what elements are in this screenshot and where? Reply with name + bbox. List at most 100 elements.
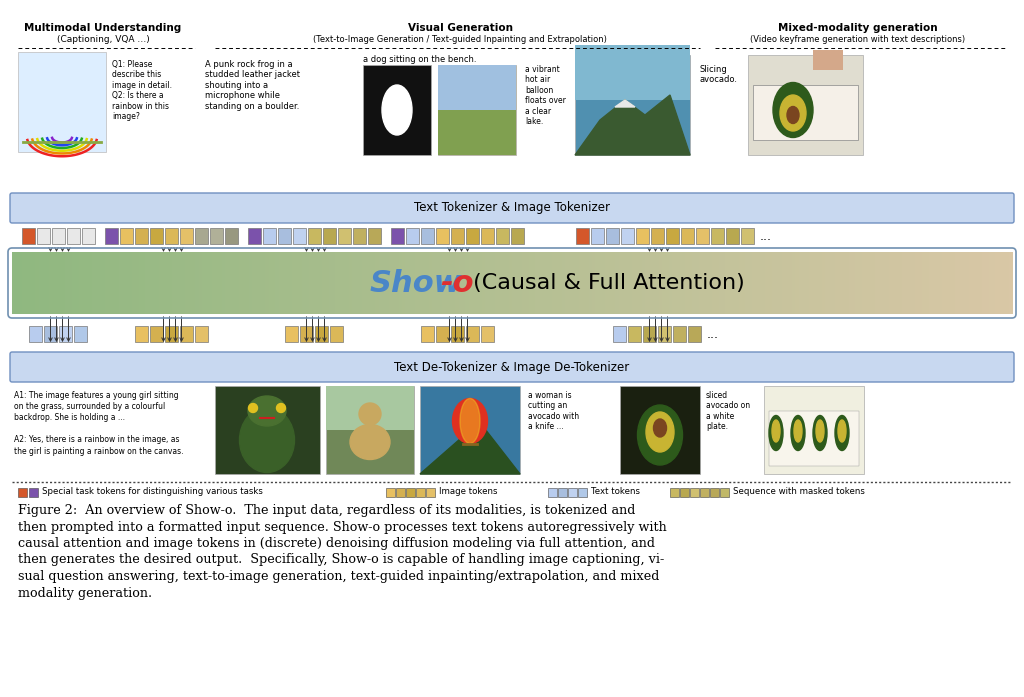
Bar: [366, 252, 370, 314]
Bar: [680, 488, 689, 497]
Bar: [272, 252, 275, 314]
Bar: [459, 252, 463, 314]
Bar: [670, 488, 679, 497]
Bar: [628, 326, 641, 342]
Bar: [496, 228, 509, 244]
Ellipse shape: [382, 85, 412, 135]
Bar: [49, 252, 52, 314]
Bar: [165, 228, 178, 244]
Bar: [710, 488, 719, 497]
Text: then prompted into a formatted input sequence. Show-o processes text tokens auto: then prompted into a formatted input seq…: [18, 521, 667, 533]
Bar: [575, 55, 690, 155]
Bar: [426, 488, 435, 497]
Bar: [1006, 252, 1010, 314]
Bar: [586, 252, 589, 314]
Bar: [22, 252, 26, 314]
Bar: [481, 228, 494, 244]
Bar: [995, 252, 999, 314]
Bar: [67, 228, 80, 244]
Bar: [308, 228, 321, 244]
Bar: [52, 252, 56, 314]
Bar: [688, 326, 701, 342]
Bar: [409, 252, 413, 314]
Bar: [466, 228, 479, 244]
Bar: [148, 252, 153, 314]
Bar: [765, 252, 769, 314]
Bar: [172, 252, 176, 314]
Bar: [268, 252, 272, 314]
Bar: [120, 228, 133, 244]
Bar: [300, 326, 313, 342]
Bar: [872, 252, 876, 314]
Bar: [102, 252, 105, 314]
Bar: [372, 252, 376, 314]
Text: sual question answering, text-to-image generation, text-guided inpainting/extrap: sual question answering, text-to-image g…: [18, 570, 659, 583]
Bar: [505, 252, 509, 314]
Bar: [818, 252, 822, 314]
Bar: [449, 252, 453, 314]
Bar: [421, 326, 434, 342]
Bar: [945, 252, 949, 314]
Bar: [764, 386, 864, 474]
Bar: [420, 386, 520, 474]
Bar: [478, 252, 482, 314]
Bar: [368, 228, 381, 244]
Bar: [180, 228, 193, 244]
Bar: [209, 252, 213, 314]
Bar: [1002, 252, 1006, 314]
Bar: [416, 488, 425, 497]
Bar: [492, 252, 496, 314]
Bar: [308, 252, 312, 314]
Bar: [509, 252, 512, 314]
Ellipse shape: [835, 415, 849, 450]
Bar: [429, 252, 432, 314]
Bar: [549, 252, 553, 314]
Bar: [125, 252, 129, 314]
Bar: [886, 252, 889, 314]
Bar: [809, 252, 812, 314]
Bar: [282, 252, 286, 314]
Bar: [709, 252, 713, 314]
Bar: [673, 326, 686, 342]
Bar: [700, 488, 709, 497]
Bar: [608, 252, 612, 314]
Bar: [716, 252, 719, 314]
Bar: [156, 252, 159, 314]
Bar: [645, 252, 649, 314]
Bar: [315, 252, 319, 314]
Bar: [225, 252, 229, 314]
Bar: [29, 488, 38, 497]
Bar: [849, 252, 853, 314]
Bar: [62, 252, 66, 314]
Bar: [362, 252, 366, 314]
Bar: [342, 252, 346, 314]
Bar: [722, 252, 726, 314]
Bar: [219, 252, 222, 314]
Bar: [150, 228, 163, 244]
Ellipse shape: [249, 404, 257, 413]
Bar: [421, 228, 434, 244]
Bar: [196, 252, 199, 314]
Bar: [29, 252, 33, 314]
Bar: [159, 252, 163, 314]
Bar: [292, 252, 296, 314]
Text: A punk rock frog in a
studded leather jacket
shouting into a
microphone while
st: A punk rock frog in a studded leather ja…: [205, 60, 300, 111]
Bar: [836, 252, 839, 314]
Bar: [445, 252, 450, 314]
Bar: [759, 252, 763, 314]
Bar: [929, 252, 933, 314]
Bar: [353, 228, 366, 244]
Bar: [865, 252, 869, 314]
Bar: [552, 252, 556, 314]
Bar: [39, 252, 43, 314]
Bar: [195, 228, 208, 244]
Text: a dog sitting on the bench.: a dog sitting on the bench.: [364, 55, 477, 64]
Bar: [542, 252, 546, 314]
Bar: [193, 252, 196, 314]
Bar: [591, 228, 604, 244]
Bar: [442, 252, 445, 314]
Bar: [725, 252, 729, 314]
Bar: [982, 252, 986, 314]
Bar: [992, 252, 995, 314]
Bar: [822, 252, 825, 314]
